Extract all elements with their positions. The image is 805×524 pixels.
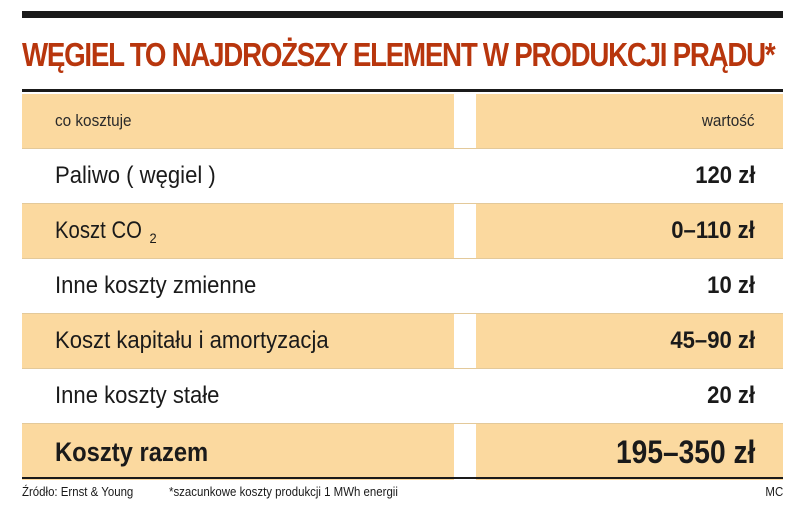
footnote: *szacunkowe koszty produkcji 1 MWh energ… xyxy=(169,484,398,499)
infographic-title: WĘGIEL TO NAJDROŻSZY ELEMENT W PRODUKCJI… xyxy=(22,36,776,73)
row-value-cell: 0–110 zł xyxy=(476,204,783,258)
header-value: wartość xyxy=(702,111,755,130)
table-row: Paliwo ( węgiel ) 120 zł xyxy=(22,148,783,203)
row-value: 10 zł xyxy=(707,272,755,299)
row-label: Koszt CO 2 xyxy=(55,217,157,245)
column-gap xyxy=(454,424,476,480)
header-label-cell: co kosztuje xyxy=(22,94,454,148)
footer: Źródło: Ernst & Young *szacunkowe koszty… xyxy=(22,484,783,504)
row-label-cell: Paliwo ( węgiel ) xyxy=(22,149,454,203)
row-value: 45–90 zł xyxy=(670,327,755,354)
total-value-cell: 195–350 zł xyxy=(476,424,783,480)
header-label: co kosztuje xyxy=(55,111,132,130)
title-underline xyxy=(22,89,783,92)
author-initials: MC xyxy=(765,484,783,499)
table-row: Inne koszty stałe 20 zł xyxy=(22,368,783,423)
top-rule xyxy=(22,11,783,18)
row-label-cell: Inne koszty stałe xyxy=(22,369,454,423)
column-gap xyxy=(454,314,476,368)
row-value-cell: 120 zł xyxy=(476,149,783,203)
row-label: Koszt kapitału i amortyzacja xyxy=(55,327,329,354)
table-row: Koszt kapitału i amortyzacja 45–90 zł xyxy=(22,313,783,368)
header-value-cell: wartość xyxy=(476,94,783,148)
row-label-cell: Inne koszty zmienne xyxy=(22,259,454,313)
bottom-rule xyxy=(22,477,783,479)
row-value-cell: 10 zł xyxy=(476,259,783,313)
table-row: Koszt CO 2 0–110 zł xyxy=(22,203,783,258)
row-label-cell: Koszt kapitału i amortyzacja xyxy=(22,314,454,368)
table-row: Inne koszty zmienne 10 zł xyxy=(22,258,783,313)
column-gap xyxy=(454,204,476,258)
row-label: Inne koszty zmienne xyxy=(55,272,257,299)
total-label-cell: Koszty razem xyxy=(22,424,454,480)
row-label-main: Koszt CO xyxy=(55,217,142,244)
column-gap xyxy=(454,259,476,313)
row-value-cell: 20 zł xyxy=(476,369,783,423)
total-label: Koszty razem xyxy=(55,436,209,467)
cost-table: co kosztuje wartość Paliwo ( węgiel ) 12… xyxy=(22,94,783,480)
row-label-subscript: 2 xyxy=(149,230,157,246)
row-value: 0–110 zł xyxy=(671,217,755,244)
row-label: Inne koszty stałe xyxy=(55,382,220,409)
table-total-row: Koszty razem 195–350 zł xyxy=(22,423,783,480)
total-value: 195–350 zł xyxy=(615,433,755,470)
row-value: 20 zł xyxy=(707,382,755,409)
row-label: Paliwo ( węgiel ) xyxy=(55,162,216,189)
row-value: 120 zł xyxy=(694,162,755,189)
column-gap xyxy=(454,149,476,203)
table-header-row: co kosztuje wartość xyxy=(22,94,783,148)
column-gap xyxy=(454,369,476,423)
row-label-cell: Koszt CO 2 xyxy=(22,204,454,258)
source-note: Źródło: Ernst & Young xyxy=(22,484,134,499)
column-gap xyxy=(454,94,476,148)
row-value-cell: 45–90 zł xyxy=(476,314,783,368)
